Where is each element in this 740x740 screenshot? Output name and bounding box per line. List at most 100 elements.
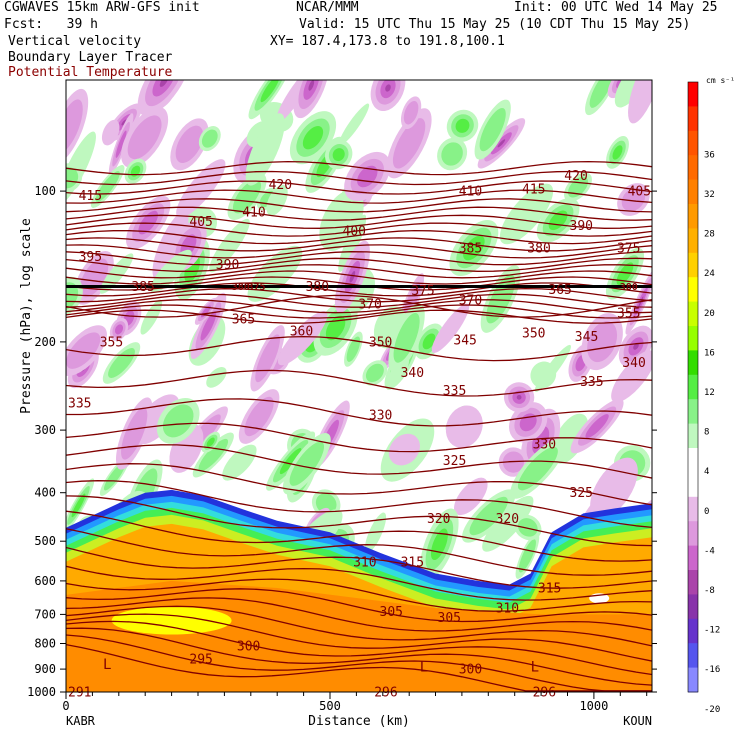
theta-label: 330 bbox=[369, 409, 392, 424]
w-cell bbox=[162, 404, 194, 438]
theta-label: 335 bbox=[443, 384, 466, 399]
w-cell bbox=[388, 433, 420, 466]
theta-label: 291 bbox=[68, 686, 91, 701]
theta-label: 305 bbox=[438, 611, 461, 626]
valid-time: Valid: 15 UTC Thu 15 May 25 (10 CDT Thu … bbox=[299, 17, 691, 32]
colorbar-swatch bbox=[688, 252, 698, 278]
w-cell bbox=[365, 363, 384, 383]
tropopause-mark: 375 bbox=[248, 282, 266, 293]
y-axis-label: Pressure (hPa), log scale bbox=[19, 218, 34, 414]
theta-line bbox=[66, 287, 652, 303]
theta-label: 420 bbox=[564, 169, 587, 184]
theta-line bbox=[66, 206, 652, 221]
colorbar-swatch bbox=[688, 301, 698, 327]
theta-line bbox=[66, 495, 652, 547]
w-cell bbox=[101, 119, 120, 146]
w-cell bbox=[454, 477, 488, 516]
colorbar-swatch bbox=[688, 667, 698, 693]
w-cell bbox=[115, 130, 127, 158]
y-tick-label: 500 bbox=[34, 534, 56, 548]
theta-line bbox=[66, 546, 652, 589]
colorbar-swatch bbox=[688, 106, 698, 132]
theta-line bbox=[66, 510, 652, 562]
theta-label: 365 bbox=[232, 313, 255, 328]
theta-line bbox=[66, 244, 652, 259]
w-cell bbox=[315, 493, 337, 514]
colorbar-swatch bbox=[688, 326, 698, 351]
w-cell bbox=[198, 438, 229, 472]
w-cell bbox=[430, 528, 448, 561]
w-cell bbox=[518, 539, 536, 573]
theta-label: 350 bbox=[369, 335, 392, 350]
w-cell bbox=[441, 142, 463, 166]
theta-line bbox=[66, 293, 652, 308]
theta-line bbox=[66, 480, 652, 529]
theta-line bbox=[66, 229, 652, 245]
theta-label: 315 bbox=[538, 582, 561, 597]
w-cell bbox=[403, 100, 419, 125]
w-cell bbox=[445, 405, 483, 448]
w-cell bbox=[127, 115, 162, 160]
theta-label: 340 bbox=[401, 366, 424, 381]
theta-label: 310 bbox=[496, 602, 519, 617]
colorbar-swatch bbox=[688, 521, 698, 547]
theta-label: 375 bbox=[411, 284, 434, 299]
cross-section-endpoints: XY= 187.4,173.8 to 191.8,100.1 bbox=[270, 34, 505, 49]
colorbar-tick-label: -20 bbox=[704, 705, 720, 715]
theta-label: 370 bbox=[459, 294, 482, 309]
w-cell bbox=[517, 446, 558, 491]
theta-label: 330 bbox=[533, 438, 556, 453]
w-cell bbox=[308, 80, 315, 91]
low-marker: L bbox=[103, 657, 111, 673]
w-cell bbox=[469, 496, 508, 536]
theta-label: 410 bbox=[242, 205, 265, 220]
w-cell bbox=[479, 107, 506, 152]
colorbar-swatch bbox=[688, 155, 698, 181]
theta-line bbox=[66, 282, 652, 297]
theta-line bbox=[66, 565, 652, 601]
y-tick-label: 900 bbox=[34, 662, 56, 676]
colorbar-swatch bbox=[688, 399, 698, 425]
low-marker: L bbox=[531, 660, 539, 676]
colorbar-tick-label: -4 bbox=[704, 546, 715, 556]
theta-label: 325 bbox=[570, 486, 593, 501]
theta-line bbox=[66, 170, 652, 186]
w-cell bbox=[616, 262, 634, 286]
w-cell bbox=[431, 303, 470, 353]
w-cell bbox=[121, 119, 128, 126]
theta-line bbox=[66, 214, 652, 229]
colorbar: cm s⁻¹ 36 32 28 24 20 16 12 8 4 0 -4 -8 -12 -16 -20 bbox=[687, 76, 735, 715]
colorbar-swatch bbox=[688, 448, 698, 473]
axes: 100 200 300 400 500 600 700 800 900 1000 0 500 1000 D… bbox=[19, 184, 657, 729]
theta-label: 405 bbox=[189, 215, 212, 230]
colorbar-tick-label: -16 bbox=[704, 665, 720, 675]
y-tick-label: 200 bbox=[34, 335, 56, 349]
w-cell bbox=[612, 145, 623, 160]
plot-frame bbox=[65, 79, 653, 693]
field-potential-temperature: Potential Temperature bbox=[8, 65, 173, 80]
theta-line bbox=[66, 270, 652, 285]
w-cell bbox=[567, 176, 589, 198]
theta-label: 415 bbox=[522, 183, 545, 198]
w-cell bbox=[71, 493, 86, 518]
w-cell bbox=[346, 336, 361, 362]
colorbar-swatch bbox=[688, 496, 698, 522]
theta-line bbox=[66, 634, 652, 692]
theta-line bbox=[66, 198, 652, 213]
theta-line bbox=[66, 422, 652, 453]
start-station-label: KABR bbox=[66, 714, 96, 728]
colorbar-swatch bbox=[688, 423, 698, 449]
theta-label: 395 bbox=[79, 250, 102, 265]
colorbar-swatch bbox=[688, 618, 698, 644]
colorbar-swatch bbox=[688, 228, 698, 254]
theta-line bbox=[66, 613, 652, 662]
theta-label: 390 bbox=[216, 258, 239, 273]
w-cell bbox=[385, 84, 391, 92]
theta-line bbox=[66, 335, 652, 362]
y-tick-label: 700 bbox=[34, 607, 56, 621]
theta-line bbox=[66, 299, 652, 314]
colorbar-tick-label: 0 bbox=[704, 507, 709, 517]
colorbar-swatch bbox=[688, 130, 698, 156]
theta-label: 375 bbox=[617, 242, 640, 257]
theta-label: 360 bbox=[290, 324, 313, 339]
